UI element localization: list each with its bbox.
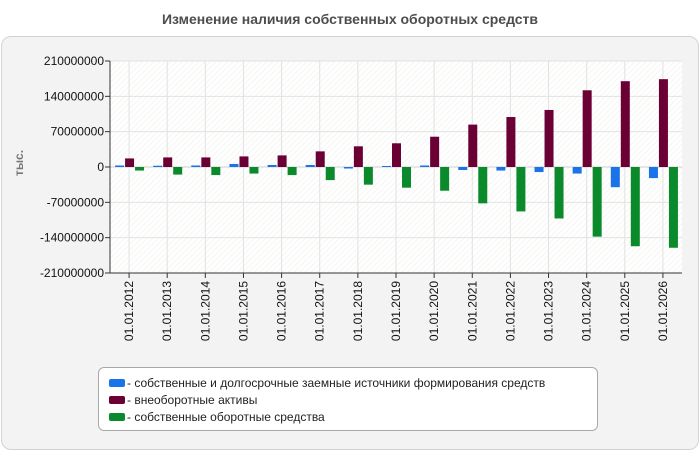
bar-noncurrent-assets (353, 146, 363, 167)
legend-label-sources: - собственные и долгосрочные заемные ист… (127, 376, 546, 390)
bar-noncurrent-assets (201, 157, 211, 167)
bar-sources (343, 167, 353, 169)
x-tick-label: 01.01.2014 (198, 281, 212, 341)
bar-noncurrent-assets (582, 90, 592, 167)
bar-sources (191, 165, 201, 167)
bar-sources (420, 165, 430, 167)
y-tick-label: -140000000 (40, 231, 104, 245)
x-tick-label: 01.01.2017 (313, 281, 327, 341)
bar-working-capital (402, 167, 411, 188)
chart-legend: - собственные и долгосрочные заемные ист… (98, 367, 598, 431)
chart-title: Изменение наличия собственных оборотных … (161, 11, 539, 27)
x-tick-label: 01.01.2016 (275, 281, 289, 341)
y-tick-label: -210000000 (40, 266, 104, 280)
bar-working-capital (478, 167, 488, 204)
bar-working-capital (592, 167, 602, 237)
bar-sources (496, 167, 506, 171)
bar-noncurrent-assets (506, 117, 516, 167)
x-tick-label: 01.01.2021 (465, 281, 479, 341)
legend-item-working-capital: - собственные оборотные средства (109, 409, 325, 425)
x-tick-label: 01.01.2023 (542, 281, 556, 341)
y-tick-label: 70000000 (51, 125, 105, 139)
legend-swatch-noncurrent-assets (109, 396, 125, 404)
y-tick-label: 140000000 (44, 89, 104, 103)
x-tick-label: 01.01.2018 (351, 281, 365, 341)
bar-working-capital (325, 167, 335, 181)
x-tick-label: 01.01.2019 (389, 281, 403, 341)
bar-working-capital (287, 167, 297, 176)
x-tick-label: 01.01.2022 (503, 281, 517, 341)
bar-working-capital (554, 167, 564, 219)
bar-working-capital (211, 167, 221, 176)
bar-noncurrent-assets (658, 79, 668, 167)
y-tick-label: 210000000 (44, 54, 104, 68)
y-axis-label: тыс. (12, 150, 26, 176)
bar-noncurrent-assets (430, 136, 440, 167)
bar-noncurrent-assets (277, 155, 287, 167)
legend-item-sources: - собственные и долгосрочные заемные ист… (109, 375, 545, 391)
bar-sources (572, 167, 582, 174)
x-tick-label: 01.01.2026 (656, 281, 670, 341)
bar-noncurrent-assets (392, 143, 401, 167)
bar-noncurrent-assets (239, 156, 249, 167)
bar-noncurrent-assets (620, 81, 630, 167)
bar-sources (610, 167, 620, 188)
axis-labels: 210000000 140000000 70000000 0 -70000000 -140… (40, 54, 670, 341)
bar-sources (648, 167, 658, 179)
bar-noncurrent-assets (315, 151, 325, 167)
bar-sources (534, 167, 544, 173)
bar-sources (305, 164, 315, 167)
bar-working-capital (135, 167, 145, 171)
x-tick-label: 01.01.2012 (122, 281, 136, 341)
bar-sources (229, 163, 239, 167)
bars (115, 79, 678, 248)
legend-swatch-sources (109, 379, 125, 387)
bar-noncurrent-assets (544, 109, 554, 167)
x-tick-label: 01.01.2024 (580, 281, 594, 341)
bar-noncurrent-assets (125, 158, 135, 167)
legend-label-noncurrent-assets: - внеоборотные активы (127, 393, 258, 407)
bar-sources (153, 165, 163, 167)
axes (105, 60, 682, 278)
x-tick-label: 01.01.2013 (160, 281, 174, 341)
x-tick-label: 01.01.2025 (618, 281, 632, 341)
y-tick-label: -70000000 (47, 195, 105, 209)
bar-sources (267, 164, 277, 167)
bar-working-capital (440, 167, 450, 191)
bar-working-capital (173, 167, 183, 175)
bar-sources (458, 167, 468, 171)
bar-sources (382, 165, 391, 167)
bar-noncurrent-assets (163, 157, 173, 167)
x-tick-label: 01.01.2015 (236, 281, 250, 341)
y-tick-label: 0 (97, 160, 104, 174)
x-tick-label: 01.01.2020 (427, 281, 441, 341)
legend-item-noncurrent-assets: - внеоборотные активы (109, 392, 257, 408)
bar-working-capital (363, 167, 373, 185)
bar-working-capital (668, 167, 678, 248)
bar-working-capital (249, 167, 259, 174)
legend-swatch-working-capital (109, 413, 125, 421)
bar-noncurrent-assets (468, 124, 478, 167)
bar-working-capital (516, 167, 526, 212)
bar-working-capital (630, 167, 640, 247)
bar-sources (115, 165, 125, 167)
legend-label-working-capital: - собственные оборотные средства (127, 410, 325, 424)
